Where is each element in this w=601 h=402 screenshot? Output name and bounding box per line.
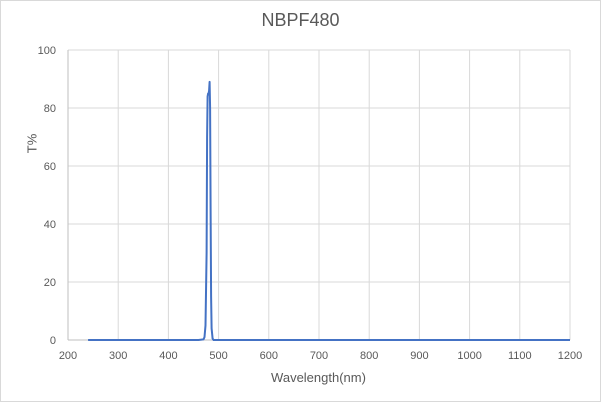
x-tick-label: 1100 xyxy=(508,350,532,362)
x-tick-label: 200 xyxy=(59,350,77,362)
x-tick-label: 300 xyxy=(109,350,127,362)
y-tick-label: 20 xyxy=(44,277,56,289)
transmission-line xyxy=(88,80,570,341)
x-tick-label: 400 xyxy=(159,350,177,362)
x-tick-label: 500 xyxy=(209,350,227,362)
x-tick-label: 1200 xyxy=(558,350,582,362)
y-tick-label: 80 xyxy=(44,103,56,115)
x-tick-label: 1000 xyxy=(457,350,481,362)
chart-title: NBPF480 xyxy=(261,10,340,30)
y-tick-label: 100 xyxy=(38,45,56,57)
x-tick-label: 800 xyxy=(360,350,378,362)
x-tick-label: 600 xyxy=(260,350,278,362)
y-tick-label: 40 xyxy=(44,219,56,231)
y-tick-label: 0 xyxy=(50,335,56,347)
x-tick-label: 700 xyxy=(310,350,328,362)
x-tick-label: 900 xyxy=(410,350,428,362)
x-axis-label: Wavelength(nm) xyxy=(271,370,366,385)
y-tick-label: 60 xyxy=(44,161,56,173)
